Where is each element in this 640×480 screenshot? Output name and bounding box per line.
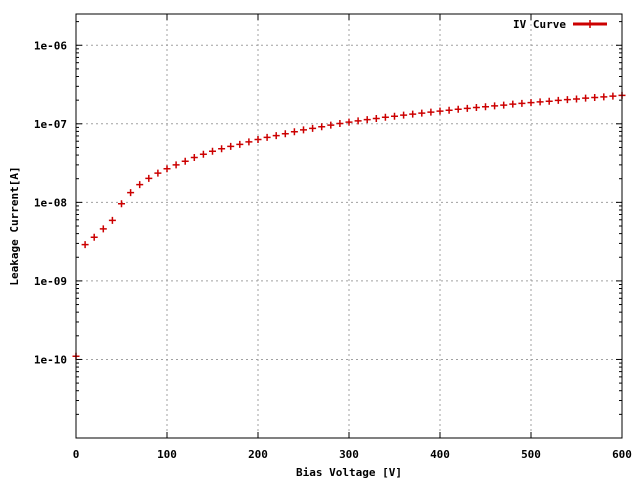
data-point <box>573 95 580 103</box>
data-point <box>491 102 499 110</box>
legend-label-iv-curve: IV Curve <box>513 18 566 31</box>
data-point <box>463 104 471 112</box>
data-point <box>245 138 253 146</box>
data-point <box>527 99 535 107</box>
data-point <box>236 140 244 148</box>
y-tick-label: 1e-07 <box>34 118 67 131</box>
data-point <box>582 94 590 102</box>
data-point <box>309 124 317 132</box>
y-tick-label: 1e-08 <box>34 196 67 209</box>
data-point <box>400 111 408 119</box>
data-point <box>163 165 171 173</box>
data-point <box>536 98 544 106</box>
data-point <box>190 154 198 162</box>
data-point <box>391 112 398 120</box>
data-point <box>518 99 526 107</box>
data-point <box>409 110 417 118</box>
legend: IV Curve <box>513 18 607 31</box>
data-point <box>199 150 207 158</box>
legend-marker <box>586 20 594 28</box>
data-point <box>554 96 562 104</box>
data-point <box>436 107 444 115</box>
data-point <box>145 174 153 182</box>
data-point <box>345 118 353 126</box>
data-point <box>600 93 608 101</box>
data-point <box>81 241 89 249</box>
data-point <box>418 109 426 117</box>
data-point <box>99 225 107 233</box>
x-tick-label: 600 <box>612 448 632 461</box>
x-tick-label: 500 <box>521 448 541 461</box>
data-point <box>609 92 617 100</box>
data-point <box>263 133 271 141</box>
data-point <box>445 106 453 114</box>
data-point <box>427 108 435 116</box>
data-point <box>227 142 235 150</box>
plot-frame <box>75 13 623 439</box>
y-tick-label: 1e-06 <box>34 39 67 52</box>
data-point <box>509 100 517 108</box>
x-tick-label: 200 <box>248 448 268 461</box>
data-point <box>300 126 307 134</box>
data-point <box>372 114 380 122</box>
y-axis-label: Leakage Current[A] <box>8 166 21 285</box>
data-point <box>354 117 362 125</box>
data-point <box>272 132 280 140</box>
data-point <box>336 119 344 127</box>
x-tick-label: 400 <box>430 448 450 461</box>
data-point <box>154 169 162 177</box>
data-point <box>290 128 298 136</box>
data-point <box>318 123 326 131</box>
data-point <box>500 101 508 109</box>
data-point <box>90 233 98 241</box>
y-tick-label: 1e-09 <box>34 275 67 288</box>
data-point <box>545 97 553 105</box>
data-point <box>327 121 335 129</box>
axis-ticks: 0 100 200 300 400 500 600 1e-10 1e-09 1e-08 1e-07 1… <box>34 14 632 461</box>
data-point <box>363 116 371 124</box>
grid-lines <box>76 14 622 438</box>
data-point <box>254 135 262 143</box>
data-point <box>209 147 216 155</box>
data-point <box>218 145 226 153</box>
data-point <box>108 216 116 224</box>
data-point <box>181 157 189 165</box>
data-point <box>472 104 480 112</box>
data-point <box>563 96 571 104</box>
data-point <box>591 94 599 102</box>
x-tick-label: 0 <box>73 448 80 461</box>
x-tick-label: 100 <box>157 448 177 461</box>
x-tick-label: 300 <box>339 448 359 461</box>
data-point <box>482 103 489 111</box>
data-point <box>172 161 180 169</box>
data-point <box>118 200 125 208</box>
data-point <box>381 113 389 121</box>
data-point <box>136 181 144 189</box>
x-axis-label: Bias Voltage [V] <box>296 466 402 479</box>
data-point <box>454 105 462 113</box>
data-point <box>281 130 289 138</box>
y-tick-label: 1e-10 <box>34 353 67 366</box>
data-point <box>127 189 135 197</box>
